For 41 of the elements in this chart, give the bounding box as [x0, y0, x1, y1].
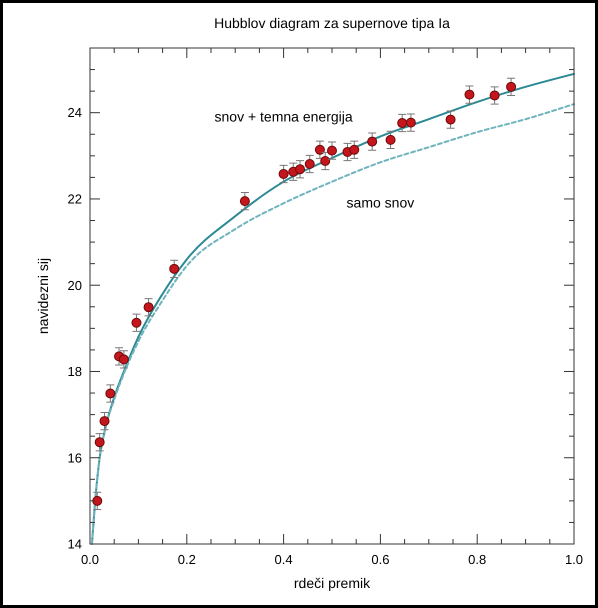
- x-tick-label: 0.6: [371, 552, 390, 567]
- x-tick-label: 0.2: [178, 552, 196, 567]
- x-tick-label: 0.0: [80, 552, 100, 567]
- point: [397, 118, 408, 128]
- point: [295, 164, 306, 174]
- point: [349, 144, 360, 155]
- x-tick-label: 0.4: [274, 552, 293, 567]
- y-tick-label: 20: [68, 278, 82, 293]
- point: [314, 144, 325, 155]
- point: [464, 90, 474, 100]
- point: [240, 196, 250, 206]
- x-axis-title: rdeči premik: [294, 575, 372, 591]
- x-tick-label: 0.8: [468, 552, 486, 567]
- y-tick-label: 24: [68, 105, 82, 120]
- point: [94, 437, 105, 448]
- point: [304, 159, 315, 170]
- point: [506, 82, 516, 92]
- y-axis-title: navidezni sij: [35, 258, 51, 334]
- point: [105, 388, 116, 398]
- point: [131, 318, 142, 328]
- point: [100, 416, 110, 426]
- chart-title: Hubblov diagram za supernove tipa Ia: [214, 15, 450, 31]
- point: [367, 136, 378, 147]
- point: [144, 302, 154, 312]
- point: [320, 156, 330, 166]
- point: [118, 354, 129, 364]
- point: [386, 134, 396, 145]
- y-tick-label: 18: [68, 364, 82, 380]
- point: [446, 114, 456, 125]
- y-tick-label: 16: [68, 450, 82, 466]
- x-tick-label: 1.0: [564, 552, 584, 567]
- point: [92, 496, 102, 506]
- series-label: snov + temna energija: [214, 108, 353, 125]
- series-label: samo snov: [346, 194, 414, 210]
- y-tick-label: 22: [68, 192, 82, 207]
- point: [406, 118, 416, 128]
- y-tick-label: 14: [68, 536, 82, 552]
- point: [490, 90, 500, 100]
- point: [169, 264, 180, 274]
- point: [327, 146, 337, 156]
- point: [278, 168, 289, 179]
